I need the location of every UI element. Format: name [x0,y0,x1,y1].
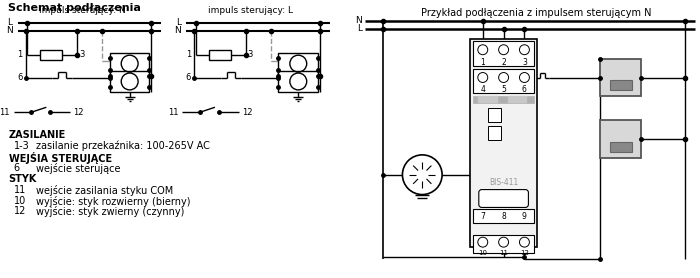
Text: BIS-411: BIS-411 [489,178,518,187]
Bar [600,120,641,158]
Bar [473,209,534,223]
Text: Schemat podłączenia: Schemat podłączenia [8,3,141,13]
Text: 12: 12 [520,250,529,256]
Bar [488,108,500,122]
Text: 2: 2 [501,58,506,67]
Bar [470,39,538,247]
Text: 3: 3 [522,58,527,67]
Bar [478,96,498,103]
Text: 12: 12 [241,108,252,117]
Text: 11: 11 [168,108,178,117]
Text: L: L [357,24,362,33]
Text: L: L [176,18,181,28]
Text: 10: 10 [13,195,26,205]
Text: L: L [8,18,13,28]
Text: 3: 3 [79,50,85,59]
Text: N: N [174,26,181,35]
Bar [110,71,150,92]
Bar [279,53,318,75]
Text: wejście zasilania styku COM: wejście zasilania styku COM [36,185,174,196]
Bar [600,59,641,96]
Text: 11: 11 [13,185,26,195]
Text: 1: 1 [480,58,485,67]
Text: 11: 11 [0,108,10,117]
Text: 6: 6 [522,85,527,95]
FancyBboxPatch shape [479,190,528,207]
Text: 1: 1 [186,50,191,59]
Text: 8: 8 [501,212,506,221]
Text: 9: 9 [522,212,527,221]
Bar [488,126,500,140]
Bar [209,50,231,60]
Text: 11: 11 [499,250,508,256]
Text: 12: 12 [13,207,26,217]
Text: 1: 1 [18,50,22,59]
Text: 6: 6 [186,73,191,82]
Text: 10: 10 [478,250,487,256]
Bar [279,71,318,92]
Bar [610,142,631,152]
Bar [41,50,62,60]
Text: wyjście: styk rozwierny (bierny): wyjście: styk rozwierny (bierny) [36,195,191,207]
Bar [473,96,534,103]
Bar [110,53,150,75]
Text: 7: 7 [480,212,485,221]
Text: 6: 6 [18,73,22,82]
Text: 4: 4 [480,85,485,95]
Text: 1-3: 1-3 [13,141,29,151]
Text: impuls sterujący: N: impuls sterujący: N [38,6,125,15]
Bar [508,96,527,103]
Text: 6: 6 [13,163,20,173]
Text: wyjście: styk zwierny (czynny): wyjście: styk zwierny (czynny) [36,207,185,217]
Text: ZASILANIE: ZASILANIE [8,130,66,140]
Text: wejście sterujące: wejście sterujące [36,163,121,174]
Text: N: N [6,26,13,35]
Text: N: N [355,16,362,26]
Bar [610,80,631,90]
Text: zasilanie przekaźnika: 100-265V AC: zasilanie przekaźnika: 100-265V AC [36,141,210,152]
Bar [473,69,534,93]
Bar [473,41,534,66]
Text: STYK: STYK [8,174,37,184]
Bar [473,235,534,253]
Text: impuls sterujący: L: impuls sterujący: L [208,6,293,15]
Text: 3: 3 [248,50,253,59]
Text: Przykład podłączenia z impulsem sterującym N: Przykład podłączenia z impulsem sterując… [421,8,652,18]
Text: 12: 12 [73,108,83,117]
Text: 5: 5 [501,85,506,95]
Text: WEJŚIA STERUJĄCE: WEJŚIA STERUJĄCE [8,152,112,164]
